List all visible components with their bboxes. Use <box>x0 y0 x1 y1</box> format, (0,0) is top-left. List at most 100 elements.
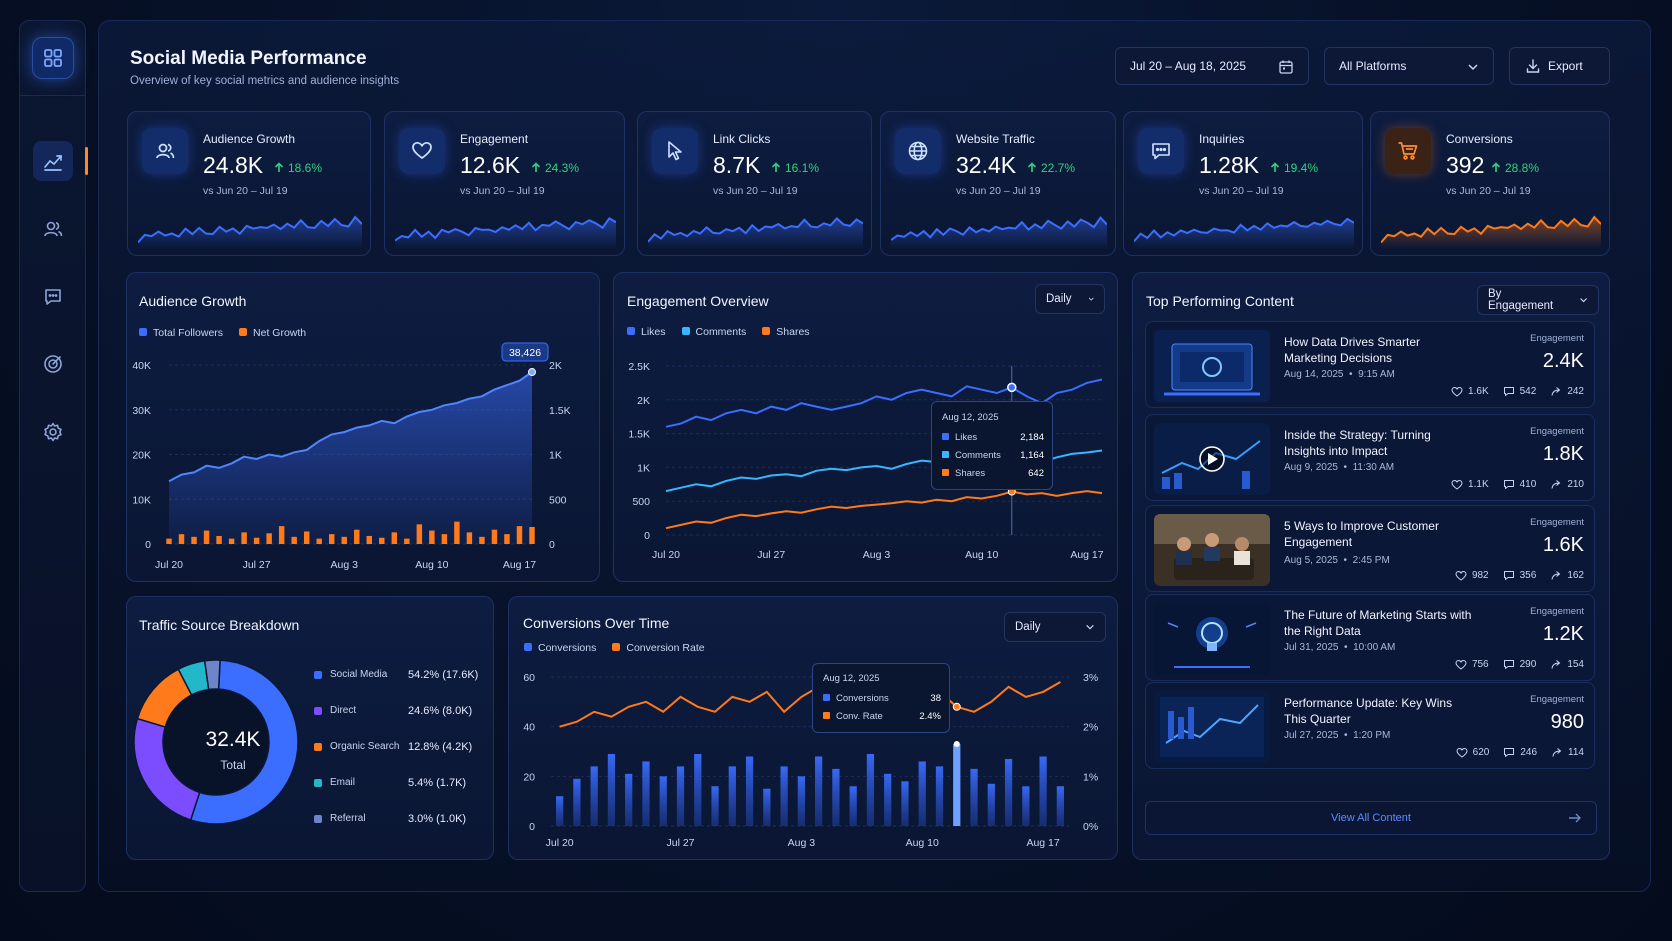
net-growth-bar <box>404 538 410 544</box>
net-growth-bar <box>354 529 360 544</box>
legend-row[interactable]: Email 5.4% (1.7K) <box>314 777 482 791</box>
content-title[interactable]: 5 Ways to Improve Customer Engagement <box>1284 519 1439 549</box>
content-item[interactable]: Inside the Strategy: Turning Insights in… <box>1145 414 1595 501</box>
kpi-card[interactable]: Audience Growth 24.8K 18.6% vs Jun 20 – Jul… <box>127 111 371 256</box>
conversions-panel: Conversions Over Time Daily Conversions … <box>508 596 1118 860</box>
legend-row[interactable]: Social Media 54.2% (17.6K) <box>314 669 482 683</box>
content-thumbnail[interactable] <box>1154 423 1270 495</box>
arrow-up-icon <box>274 162 284 172</box>
legend-item-comments[interactable]: Comments <box>681 326 746 338</box>
kpi-card[interactable]: Inquiries 1.28K 19.4% vs Jun 20 – Jul 19 <box>1123 111 1363 256</box>
kpi-card[interactable]: Link Clicks 8.7K 16.1% vs Jun 20 – Jul 19 <box>637 111 872 256</box>
kpi-compare: vs Jun 20 – Jul 19 <box>203 185 288 197</box>
period-value: Daily <box>1015 621 1041 633</box>
settings-icon[interactable] <box>33 412 73 452</box>
kpi-label: Conversions <box>1446 132 1513 146</box>
messages-icon[interactable] <box>33 277 73 317</box>
chart-legend: Likes Comments Shares <box>627 326 810 338</box>
y2-tick-label: 0 <box>549 539 555 551</box>
engagement-period-select[interactable]: Daily <box>1035 284 1105 314</box>
goals-icon[interactable] <box>33 344 73 384</box>
legend-name: Email <box>330 777 356 788</box>
kpi-value: 12.6K <box>460 152 521 178</box>
x-tick-label: Aug 10 <box>906 837 939 849</box>
content-thumbnail[interactable] <box>1154 514 1270 586</box>
legend-row[interactable]: Organic Search 12.8% (4.2K) <box>314 741 482 755</box>
kpi-card[interactable]: Conversions 392 28.8% vs Jun 20 – Jul 19 <box>1370 111 1610 256</box>
legend-item-net-growth[interactable]: Net Growth <box>239 327 306 339</box>
legend-item-shares[interactable]: Shares <box>762 326 810 338</box>
engagement-value: 1.6K <box>1542 534 1584 556</box>
net-growth-bar <box>466 532 473 544</box>
cursor-icon <box>652 128 698 174</box>
tooltip-value: 642 <box>1028 468 1044 479</box>
y-tick-label: 10K <box>132 494 151 506</box>
net-growth-bar <box>366 535 372 544</box>
comment-icon <box>1504 748 1515 757</box>
content-item[interactable]: The Future of Marketing Starts with the … <box>1145 594 1595 681</box>
panel-title: Top Performing Content <box>1146 293 1294 309</box>
export-button[interactable]: Export <box>1509 47 1610 85</box>
content-thumbnail[interactable] <box>1154 691 1270 763</box>
kpi-card[interactable]: Engagement 12.6K 24.3% vs Jun 20 – Jul 19 <box>384 111 625 256</box>
content-item[interactable]: How Data Drives Smarter Marketing Decisi… <box>1145 321 1595 408</box>
sort-select[interactable]: By Engagement <box>1477 285 1599 315</box>
legend-swatch <box>314 707 322 715</box>
cart-icon <box>1385 128 1431 174</box>
kpi-sparkline <box>648 216 863 249</box>
dashboard-grid-icon[interactable] <box>32 37 74 79</box>
content-item[interactable]: Performance Update: Key Wins This Quarte… <box>1145 682 1595 769</box>
content-title[interactable]: The Future of Marketing Starts with the … <box>1284 608 1472 638</box>
chart-legend: Total Followers Net Growth <box>139 327 306 339</box>
content-thumbnail[interactable] <box>1154 330 1270 402</box>
legend-swatch <box>314 671 322 679</box>
kpi-card[interactable]: Website Traffic 32.4K 22.7% vs Jun 20 – Jul… <box>880 111 1116 256</box>
audience-icon[interactable] <box>33 209 73 249</box>
y2-tick-label: 1% <box>1083 771 1098 783</box>
tooltip-label: Shares <box>955 468 986 479</box>
tooltip-value: 1,164 <box>1020 450 1044 461</box>
sparkline-line <box>648 216 863 243</box>
conversion-bar <box>607 753 616 826</box>
page-title: Social Media Performance <box>130 48 367 69</box>
legend-item-likes[interactable]: Likes <box>627 326 666 338</box>
x-tick-label: Jul 20 <box>155 559 183 571</box>
content-stats: 1.6K 542 242 <box>1451 386 1584 397</box>
legend-value: 12.8% (4.2K) <box>408 741 473 753</box>
y2-tick-label: 500 <box>549 494 567 506</box>
legend-item-conversion-rate[interactable]: Conversion Rate <box>612 642 705 654</box>
conversion-bar <box>745 756 754 826</box>
conversions-period-select[interactable]: Daily <box>1004 612 1106 642</box>
view-all-content-link[interactable]: View All Content <box>1145 801 1597 835</box>
legend-item-conversions[interactable]: Conversions <box>524 642 596 654</box>
content-item[interactable]: 5 Ways to Improve Customer Engagement Aug… <box>1145 505 1595 592</box>
audience-growth-panel: Audience Growth Total Followers Net Grow… <box>126 272 600 582</box>
conversion-bar <box>987 783 995 826</box>
content-title[interactable]: How Data Drives Smarter Marketing Decisi… <box>1284 335 1421 365</box>
arrow-up-icon <box>531 162 541 172</box>
tooltip-label: Conv. Rate <box>836 711 883 722</box>
content-date: Aug 9, 2025 • 11:30 AM <box>1284 462 1395 473</box>
y2-tick-label: 2K <box>549 360 562 372</box>
analytics-icon[interactable] <box>33 141 88 181</box>
date-range-picker[interactable]: Jul 20 – Aug 18, 2025 <box>1115 47 1309 85</box>
legend-item-followers[interactable]: Total Followers <box>139 327 223 339</box>
tooltip-date: Aug 12, 2025 <box>942 412 999 423</box>
content-title[interactable]: Performance Update: Key Wins This Quarte… <box>1284 696 1453 726</box>
content-title[interactable]: Inside the Strategy: Turning Insights in… <box>1284 428 1431 458</box>
donut-hole <box>164 690 268 794</box>
net-growth-bar <box>241 532 247 544</box>
kpi-sparkline <box>891 216 1107 249</box>
legend-row[interactable]: Direct 24.6% (8.0K) <box>314 705 482 719</box>
platform-select[interactable]: All Platforms <box>1324 47 1494 85</box>
tooltip-label: Likes <box>955 432 978 443</box>
arrow-up-icon <box>1491 162 1501 172</box>
donut-slice <box>189 659 299 825</box>
conversion-bar <box>642 761 650 826</box>
legend-row[interactable]: Referral 3.0% (1.0K) <box>314 813 482 827</box>
content-thumbnail[interactable] <box>1154 603 1270 675</box>
kpi-label: Audience Growth <box>203 132 296 146</box>
y-tick-label: 500 <box>632 496 650 508</box>
comment-icon <box>1503 660 1514 669</box>
net-growth-bar <box>178 534 185 544</box>
